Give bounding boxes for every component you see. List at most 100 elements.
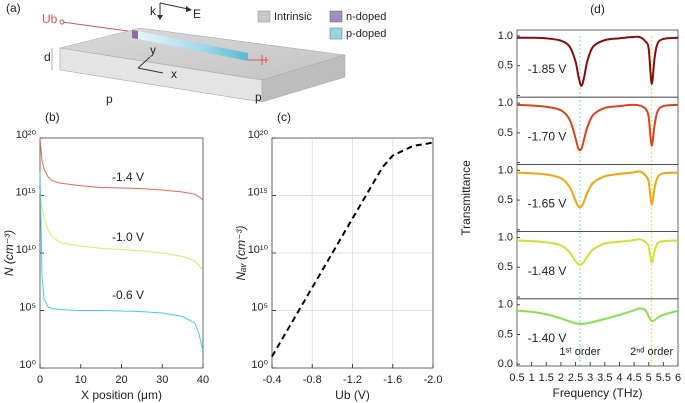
- legend-swatch: [329, 27, 343, 40]
- data-line: [271, 141, 434, 358]
- arrow-head: [157, 15, 163, 20]
- y-tick-label: 10¹⁰: [16, 244, 37, 256]
- y-tick-label: 1.0: [498, 30, 513, 42]
- axis-label: y: [150, 43, 156, 57]
- dimension-label: p: [106, 92, 113, 106]
- series-label: -1.85 V: [528, 62, 567, 76]
- y-tick-label: 1.0: [498, 164, 513, 176]
- panel-label: (a): [6, 1, 21, 15]
- series-label: -1.70 V: [528, 129, 567, 143]
- y-axis-title: N (cm⁻³): [2, 230, 16, 276]
- x-tick-label: 2.5: [568, 372, 583, 384]
- y-tick-label: 1.0: [498, 97, 513, 109]
- data-line: [39, 189, 204, 271]
- legend-label: Intrinsic: [274, 11, 312, 23]
- slab-side: [261, 54, 346, 103]
- x-tick-label: 1: [529, 372, 535, 384]
- wave-label: E: [193, 7, 201, 21]
- transmittance-curve: [516, 103, 679, 152]
- x-tick-label: -2.0: [424, 374, 443, 386]
- transmittance-curve: [516, 170, 679, 209]
- order-label: 2ⁿᵈ order: [630, 346, 673, 358]
- x-tick-label: -1.2: [343, 374, 362, 386]
- y-tick-label: 0.0: [498, 358, 513, 370]
- series-label: -1.48 V: [528, 264, 567, 278]
- x-tick-label: 5.5: [656, 372, 671, 384]
- wave-label: k: [150, 4, 157, 18]
- x-tick-label: 30: [156, 374, 168, 386]
- y-axis-arrow: [137, 56, 151, 69]
- x-tick-label: 20: [115, 374, 127, 386]
- y-tick-label: 0.5: [498, 261, 513, 273]
- order-label: 1ˢᵗ order: [559, 346, 600, 358]
- x-axis-arrow: [137, 67, 164, 74]
- panel-label: (d): [590, 2, 605, 16]
- chart-panel: (d) 1ˢᵗ order 2ⁿᵈ order 0.5 1.0 -1.85 V 0.5 1.0…: [459, 2, 681, 400]
- y-tick-label: 10²⁰: [248, 129, 269, 141]
- x-tick-label: 5: [646, 372, 652, 384]
- y-tick-label: 10²⁰: [16, 129, 37, 141]
- y-tick-label: 10⁵: [251, 301, 268, 313]
- series-label: -0.6 V: [112, 288, 144, 302]
- series-label: -1.40 V: [528, 331, 567, 345]
- x-tick-label: 1.5: [539, 372, 554, 384]
- plot-frame: [39, 137, 204, 369]
- dimension-label: d: [44, 50, 51, 64]
- x-tick-label: 6: [675, 372, 681, 384]
- transmittance-curve: [516, 307, 679, 325]
- panel-label: (b): [45, 110, 60, 124]
- n-doped-contact: [132, 30, 138, 39]
- series-label: -1.65 V: [528, 197, 567, 211]
- series-label: -1.0 V: [112, 230, 144, 244]
- schematic: (a) Ub k E y x d p p Intrinsic: [6, 1, 386, 106]
- x-tick-label: 0: [37, 374, 43, 386]
- dimension-label: p: [255, 90, 262, 104]
- plot-frame: [516, 298, 679, 367]
- data-line: [39, 172, 204, 352]
- x-tick-label: 2: [558, 372, 564, 384]
- legend-swatch: [257, 10, 271, 23]
- y-axis-title: Transmittance: [459, 160, 473, 236]
- panel-label: (c): [277, 110, 291, 124]
- x-tick-label: 3.5: [597, 372, 612, 384]
- x-tick-label: 4: [616, 372, 622, 384]
- x-axis-title: X position (μm): [81, 388, 162, 402]
- y-tick-label: 0.5: [498, 127, 513, 139]
- x-axis-title: Frequency (THz): [552, 386, 642, 400]
- y-tick-label: 10⁰: [19, 359, 36, 371]
- transmittance-curve: [516, 35, 679, 87]
- x-tick-label: 3: [587, 372, 593, 384]
- data-line: [39, 137, 204, 201]
- y-tick-label: 10⁰: [251, 359, 268, 371]
- series-label: -1.4 V: [112, 170, 144, 184]
- plot-frame: [271, 137, 434, 369]
- y-tick-label: 1.0: [498, 299, 513, 311]
- e-arrow: [159, 2, 189, 10]
- x-tick-label: 4.5: [626, 372, 641, 384]
- x-tick-label: 10: [75, 374, 87, 386]
- arrow-head: [186, 6, 192, 12]
- y-tick-label: 10⁵: [19, 301, 36, 313]
- x-tick-label: -1.6: [383, 374, 402, 386]
- x-tick-label: -0.8: [303, 374, 322, 386]
- x-tick-label: 40: [197, 374, 209, 386]
- chart-panel: (b) 10⁰ 10⁵ 10¹⁰ 10¹⁵ 10²⁰ 0 10 20 30 40 -1.4 V -1.0…: [2, 110, 209, 402]
- y-axis-title: Nₐᵥ (cm⁻³): [234, 226, 248, 281]
- bias-terminal: [59, 19, 65, 25]
- y-tick-label: 10¹⁵: [248, 186, 268, 198]
- y-tick-label: 10¹⁵: [16, 186, 36, 198]
- y-tick-label: 1.0: [498, 231, 513, 243]
- bias-label: Ub: [42, 12, 58, 26]
- p-doped-rod: [138, 31, 248, 61]
- transmittance-curve: [516, 238, 679, 266]
- x-tick-label: 0.5: [509, 372, 524, 384]
- y-tick-label: 0.5: [498, 60, 513, 72]
- y-tick-label: 0.5: [498, 328, 513, 340]
- x-axis-title: Ub (V): [335, 388, 370, 402]
- axis-label: x: [171, 67, 177, 81]
- y-tick-label: 10¹⁰: [248, 244, 269, 256]
- legend-label: p-doped: [346, 28, 386, 40]
- x-tick-label: -0.4: [263, 374, 282, 386]
